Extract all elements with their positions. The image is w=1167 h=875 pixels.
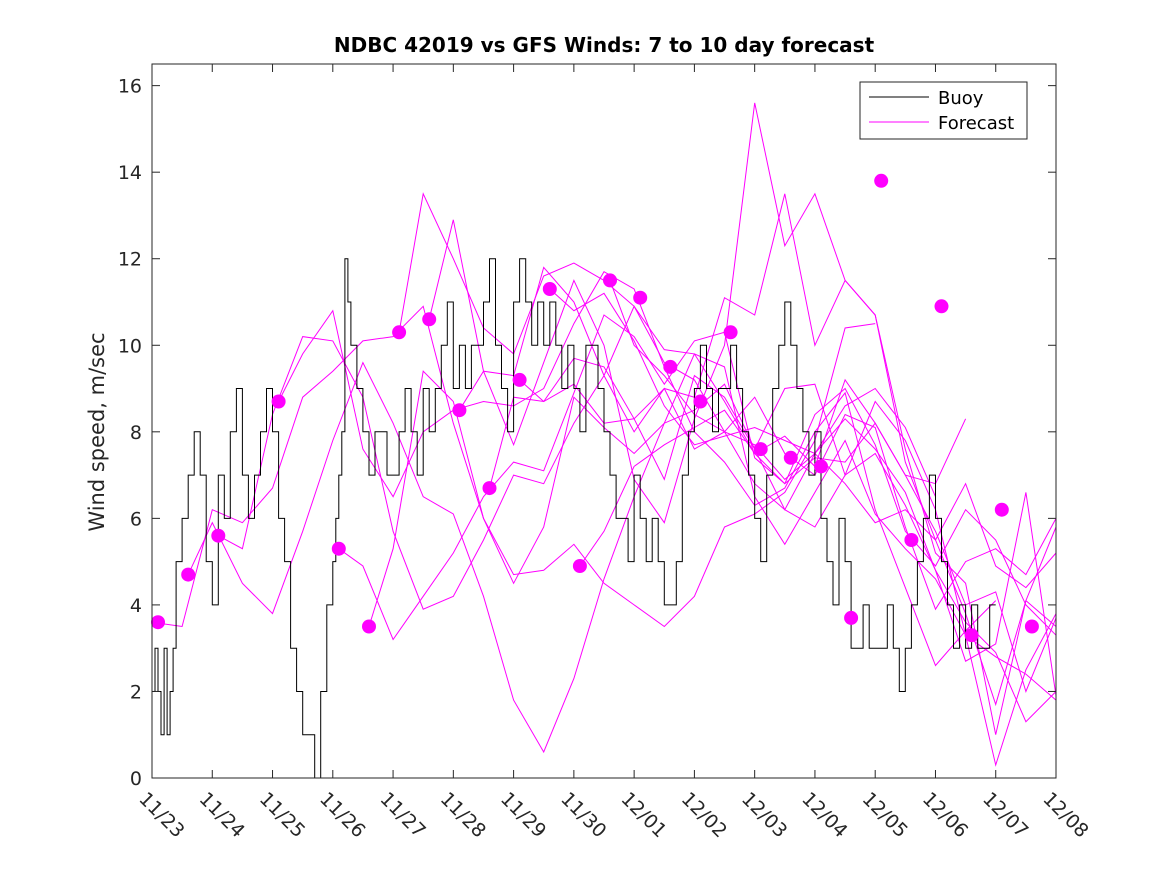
forecast-point — [994, 502, 1009, 517]
forecast-point — [753, 442, 768, 457]
forecast-point — [663, 359, 678, 374]
x-tick-label: 12/06 — [918, 788, 972, 842]
forecast-series-line-14 — [609, 280, 1057, 589]
x-tick-label: 11/25 — [255, 788, 309, 842]
x-tick-label: 12/02 — [677, 788, 731, 842]
forecast-point — [934, 299, 949, 314]
legend-box — [859, 81, 1028, 140]
y-tick-label: 14 — [118, 162, 142, 184]
forecast-point — [874, 173, 889, 188]
x-tick-label: 12/05 — [858, 788, 912, 842]
forecast-point — [723, 325, 738, 340]
legend-forecast-label: Forecast — [938, 113, 1014, 134]
forecast-point — [422, 312, 437, 327]
x-tick-label: 12/07 — [978, 788, 1032, 842]
x-tick-label: 11/23 — [134, 788, 188, 842]
x-tick-label: 11/24 — [195, 788, 249, 842]
axes-box — [151, 63, 1057, 779]
forecast-point — [181, 567, 196, 582]
forecast-point — [211, 528, 226, 543]
forecast-point — [603, 273, 617, 288]
y-tick-label: 2 — [130, 681, 142, 703]
y-tick-label: 4 — [130, 595, 142, 617]
forecast-point — [331, 541, 346, 556]
forecast-point — [1024, 619, 1039, 634]
y-axis-label: Wind speed, m/sec — [85, 332, 109, 531]
forecast-point — [844, 610, 859, 625]
buoy-series-line — [152, 258, 996, 779]
chart-title: NDBC 42019 vs GFS Winds: 7 to 10 day for… — [334, 33, 875, 57]
forecast-series-line-4 — [278, 271, 997, 667]
y-tick-label: 10 — [118, 335, 142, 357]
x-tick-label: 11/28 — [436, 788, 490, 842]
forecast-point — [452, 403, 467, 418]
x-tick-label: 12/03 — [737, 788, 791, 842]
legend-buoy-label: Buoy — [938, 88, 984, 109]
forecast-point — [904, 533, 919, 547]
y-tick-label: 8 — [130, 422, 142, 444]
forecast-point — [542, 282, 557, 296]
x-tick-label: 11/26 — [315, 788, 369, 842]
forecast-point — [633, 290, 648, 305]
forecast-point — [271, 394, 286, 409]
y-tick-label: 12 — [118, 249, 142, 271]
plot-area — [151, 63, 1057, 779]
forecast-series-line-6 — [368, 353, 1057, 701]
forecast-point — [362, 619, 376, 634]
y-tick-label: 16 — [118, 76, 142, 98]
forecast-series-line-5 — [338, 314, 1057, 641]
x-tick-label: 11/27 — [376, 788, 430, 842]
forecast-series-line-3 — [218, 305, 967, 610]
x-tick-label: 12/08 — [1038, 788, 1092, 842]
x-tick-label: 11/30 — [556, 788, 610, 842]
forecast-point — [693, 394, 708, 409]
forecast-series-line-9 — [458, 193, 1057, 707]
forecast-point — [512, 372, 527, 387]
y-axis: 0 2 4 6 8 10 12 14 16 — [118, 76, 1056, 790]
forecast-series-line-2 — [187, 361, 936, 754]
forecast-series-line-10 — [489, 357, 1057, 767]
x-tick-label: 11/29 — [496, 788, 550, 842]
forecast-point — [783, 450, 798, 465]
forecast-point — [392, 325, 407, 340]
y-tick-label: 0 — [130, 768, 142, 790]
x-tick-label: 12/01 — [617, 788, 671, 842]
forecast-point — [151, 615, 165, 630]
forecast-point — [814, 459, 828, 474]
x-tick-label: 12/04 — [797, 788, 851, 842]
y-tick-label: 6 — [130, 508, 142, 530]
forecast-point — [964, 628, 979, 643]
forecast-point — [482, 481, 497, 496]
forecast-point — [572, 559, 587, 573]
legend: Buoy Forecast — [859, 81, 1028, 140]
